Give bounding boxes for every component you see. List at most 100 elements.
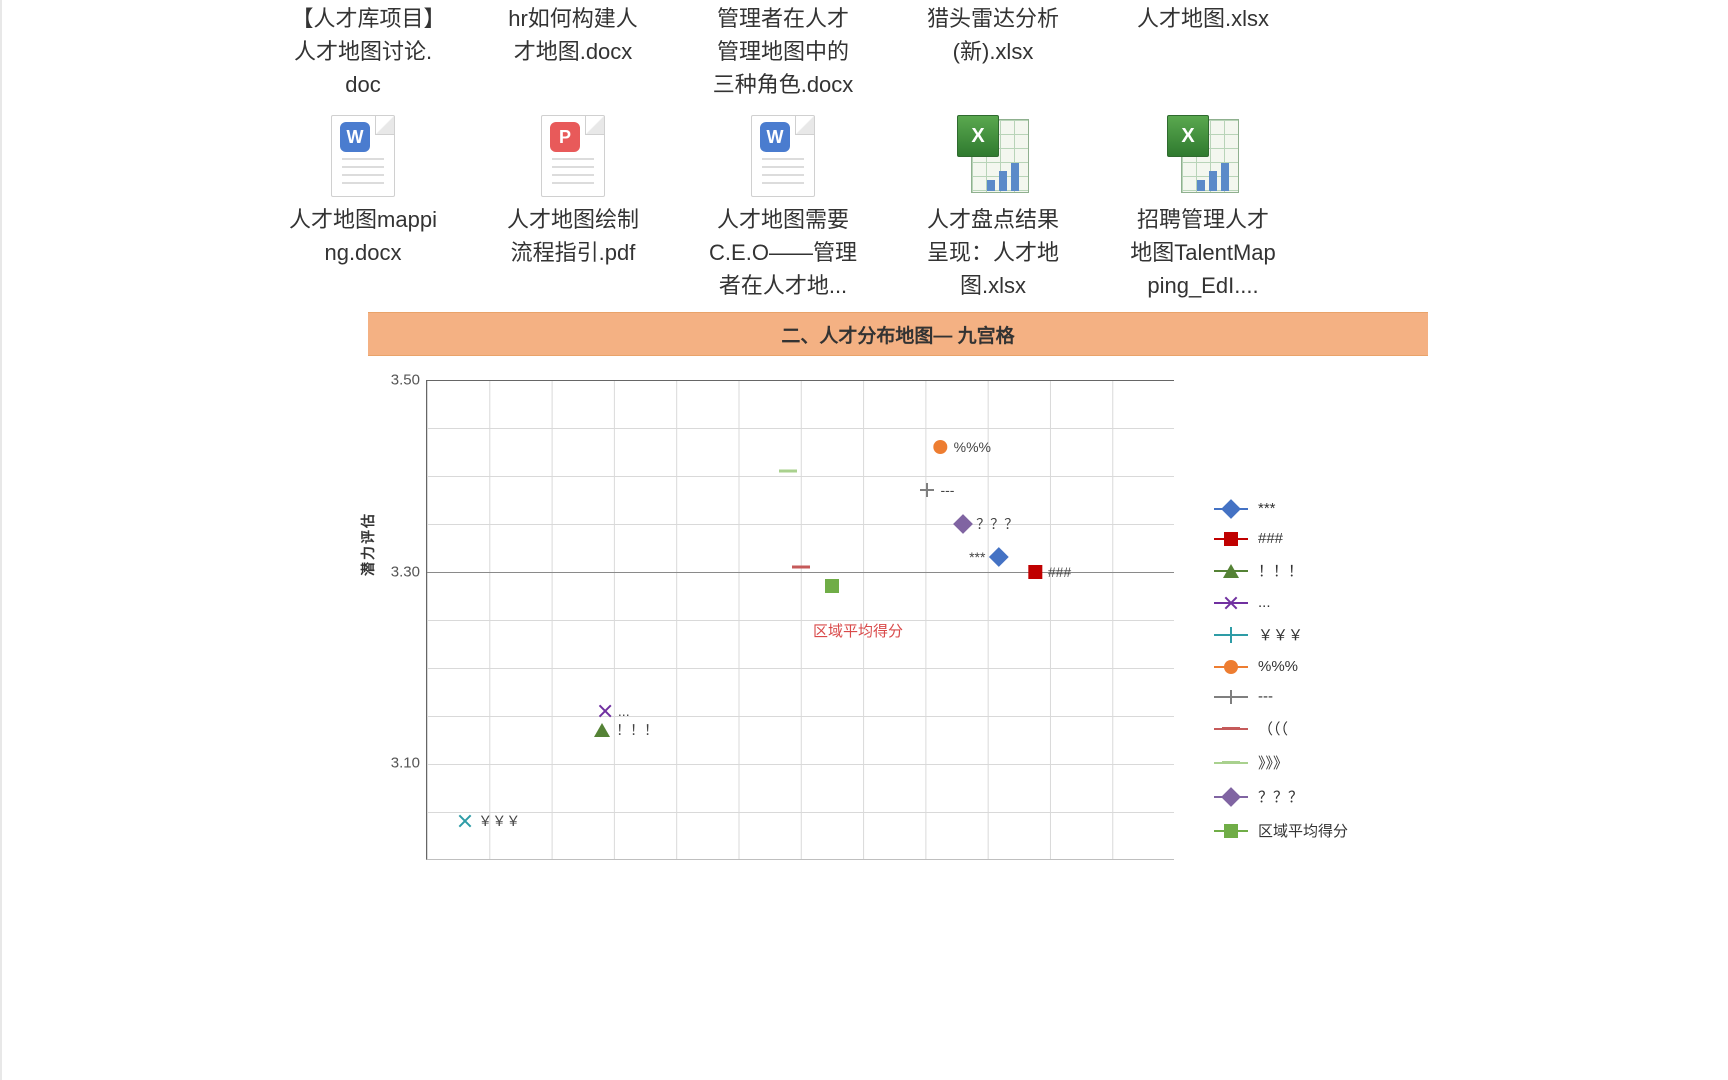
file-row: W 人才地图mapping.docx P 人才地图绘制流程指引.pdf W 人才…: [288, 111, 1278, 302]
marker-icon: [1224, 628, 1238, 642]
data-point: [825, 579, 839, 593]
marker-icon: [1224, 824, 1238, 838]
file-item[interactable]: 管理者在人才管理地图中的三种角色.docx: [708, 0, 858, 101]
scatter-plot: 区域平均得分 *** ### ！！！... ￥￥￥%%% --- ？？？: [426, 380, 1174, 860]
file-item[interactable]: W 人才地图需要C.E.O——管理者在人才地...: [708, 111, 858, 302]
file-label: hr如何构建人才地图.docx: [498, 2, 648, 68]
marker-icon: [458, 814, 472, 828]
word-icon: W: [751, 115, 815, 197]
legend-item: %%%: [1214, 658, 1348, 675]
chart-title: 二、人才分布地图— 九宫格: [368, 312, 1428, 356]
y-tick: 3.30: [391, 563, 420, 580]
legend-item: ***: [1214, 500, 1348, 517]
legend-label: ！！！: [1258, 560, 1303, 581]
legend-item: ！！！: [1214, 560, 1348, 581]
file-item[interactable]: X 人才盘点结果呈现：人才地图.xlsx: [918, 111, 1068, 302]
excel-icon: X: [957, 115, 1029, 197]
file-label: 管理者在人才管理地图中的三种角色.docx: [708, 2, 858, 101]
legend-swatch: [1214, 634, 1248, 636]
y-tick: 3.50: [391, 372, 420, 389]
legend-swatch: [1214, 796, 1248, 798]
legend-label: （（（: [1258, 718, 1288, 739]
marker-icon: [920, 483, 934, 497]
file-item[interactable]: 人才地图.xlsx: [1128, 0, 1278, 101]
file-label: 猎头雷达分析(新).xlsx: [918, 2, 1068, 68]
legend-item: ？？？: [1214, 786, 1348, 807]
file-label: 招聘管理人才地图TalentMapping_EdI....: [1128, 203, 1278, 302]
marker-icon: [1222, 761, 1240, 764]
file-item[interactable]: 【人才库项目】人才地图讨论.doc: [288, 0, 438, 101]
legend-label: %%%: [1258, 658, 1298, 675]
legend-label: 区域平均得分: [1258, 820, 1348, 841]
data-point: ---: [920, 482, 954, 498]
marker-icon: [989, 547, 1009, 567]
legend-item: ...: [1214, 594, 1348, 611]
point-label: ***: [969, 549, 985, 565]
marker-icon: [825, 579, 839, 593]
data-point: ？？？: [956, 514, 1018, 534]
legend-label: ###: [1258, 530, 1283, 547]
point-label: ￥￥￥: [478, 811, 520, 831]
data-point: ###: [1028, 564, 1071, 580]
marker-icon: [1224, 660, 1238, 674]
legend-swatch: [1214, 728, 1248, 730]
legend-swatch: [1214, 696, 1248, 698]
point-label: ###: [1048, 564, 1071, 580]
word-icon: W: [331, 115, 395, 197]
chart-body: 潜力评估 3.103.303.50 区域平均得分 ***###！！！...￥￥￥…: [368, 356, 1428, 860]
point-label: ...: [618, 703, 630, 719]
file-item[interactable]: 猎头雷达分析(新).xlsx: [918, 0, 1068, 101]
marker-icon: [598, 704, 612, 718]
y-axis-ticks: 3.103.303.50: [368, 380, 426, 859]
legend-swatch: [1214, 538, 1248, 540]
data-point: %%%: [934, 439, 991, 455]
legend-item: （（（: [1214, 718, 1348, 739]
legend-item: ---: [1214, 688, 1348, 705]
file-label: 人才地图绘制流程指引.pdf: [498, 203, 648, 269]
legend-label: ？？？: [1258, 786, 1303, 807]
file-grid: 【人才库项目】人才地图讨论.doc hr如何构建人才地图.docx 管理者在人才…: [38, 0, 1238, 312]
file-row: 【人才库项目】人才地图讨论.doc hr如何构建人才地图.docx 管理者在人才…: [288, 0, 1278, 101]
legend: *** ### ！！！ ... ￥￥￥ %%% --- （（（: [1214, 380, 1348, 860]
legend-swatch: [1214, 830, 1248, 832]
legend-swatch: [1214, 508, 1248, 510]
data-point: [779, 470, 797, 473]
marker-icon: [594, 723, 610, 737]
file-item[interactable]: P 人才地图绘制流程指引.pdf: [498, 111, 648, 302]
data-point: ！！！: [594, 720, 658, 740]
data-point: ***: [969, 549, 1005, 565]
marker-icon: [934, 440, 948, 454]
legend-label: ...: [1258, 594, 1271, 611]
legend-label: ￥￥￥: [1258, 624, 1303, 645]
file-label: 人才地图.xlsx: [1137, 2, 1269, 35]
marker-icon: [1224, 596, 1238, 610]
marker-icon: [1221, 787, 1241, 807]
plot-border-top: [427, 380, 1174, 381]
y-tick: 3.10: [391, 755, 420, 772]
pdf-icon: P: [541, 115, 605, 197]
point-label: ？？？: [976, 514, 1018, 534]
legend-item: 》》》: [1214, 752, 1348, 773]
marker-icon: [792, 565, 810, 568]
legend-label: 》》》: [1258, 752, 1288, 773]
file-label: 人才地图mapping.docx: [288, 203, 438, 269]
average-label: 区域平均得分: [813, 620, 903, 641]
file-item[interactable]: hr如何构建人才地图.docx: [498, 0, 648, 101]
legend-swatch: [1214, 570, 1248, 572]
file-label: 人才盘点结果呈现：人才地图.xlsx: [918, 203, 1068, 302]
page-root: 【人才库项目】人才地图讨论.doc hr如何构建人才地图.docx 管理者在人才…: [0, 0, 1728, 1080]
legend-item: 区域平均得分: [1214, 820, 1348, 841]
marker-icon: [1223, 564, 1239, 578]
legend-item: ￥￥￥: [1214, 624, 1348, 645]
legend-item: ###: [1214, 530, 1348, 547]
marker-icon: [1224, 532, 1238, 546]
file-item[interactable]: X 招聘管理人才地图TalentMapping_EdI....: [1128, 111, 1278, 302]
marker-icon: [1028, 565, 1042, 579]
legend-label: ---: [1258, 688, 1273, 705]
file-item[interactable]: W 人才地图mapping.docx: [288, 111, 438, 302]
point-label: ---: [940, 482, 954, 498]
excel-icon: X: [1167, 115, 1239, 197]
marker-icon: [1224, 690, 1238, 704]
legend-swatch: [1214, 602, 1248, 604]
point-label: ！！！: [616, 720, 658, 740]
